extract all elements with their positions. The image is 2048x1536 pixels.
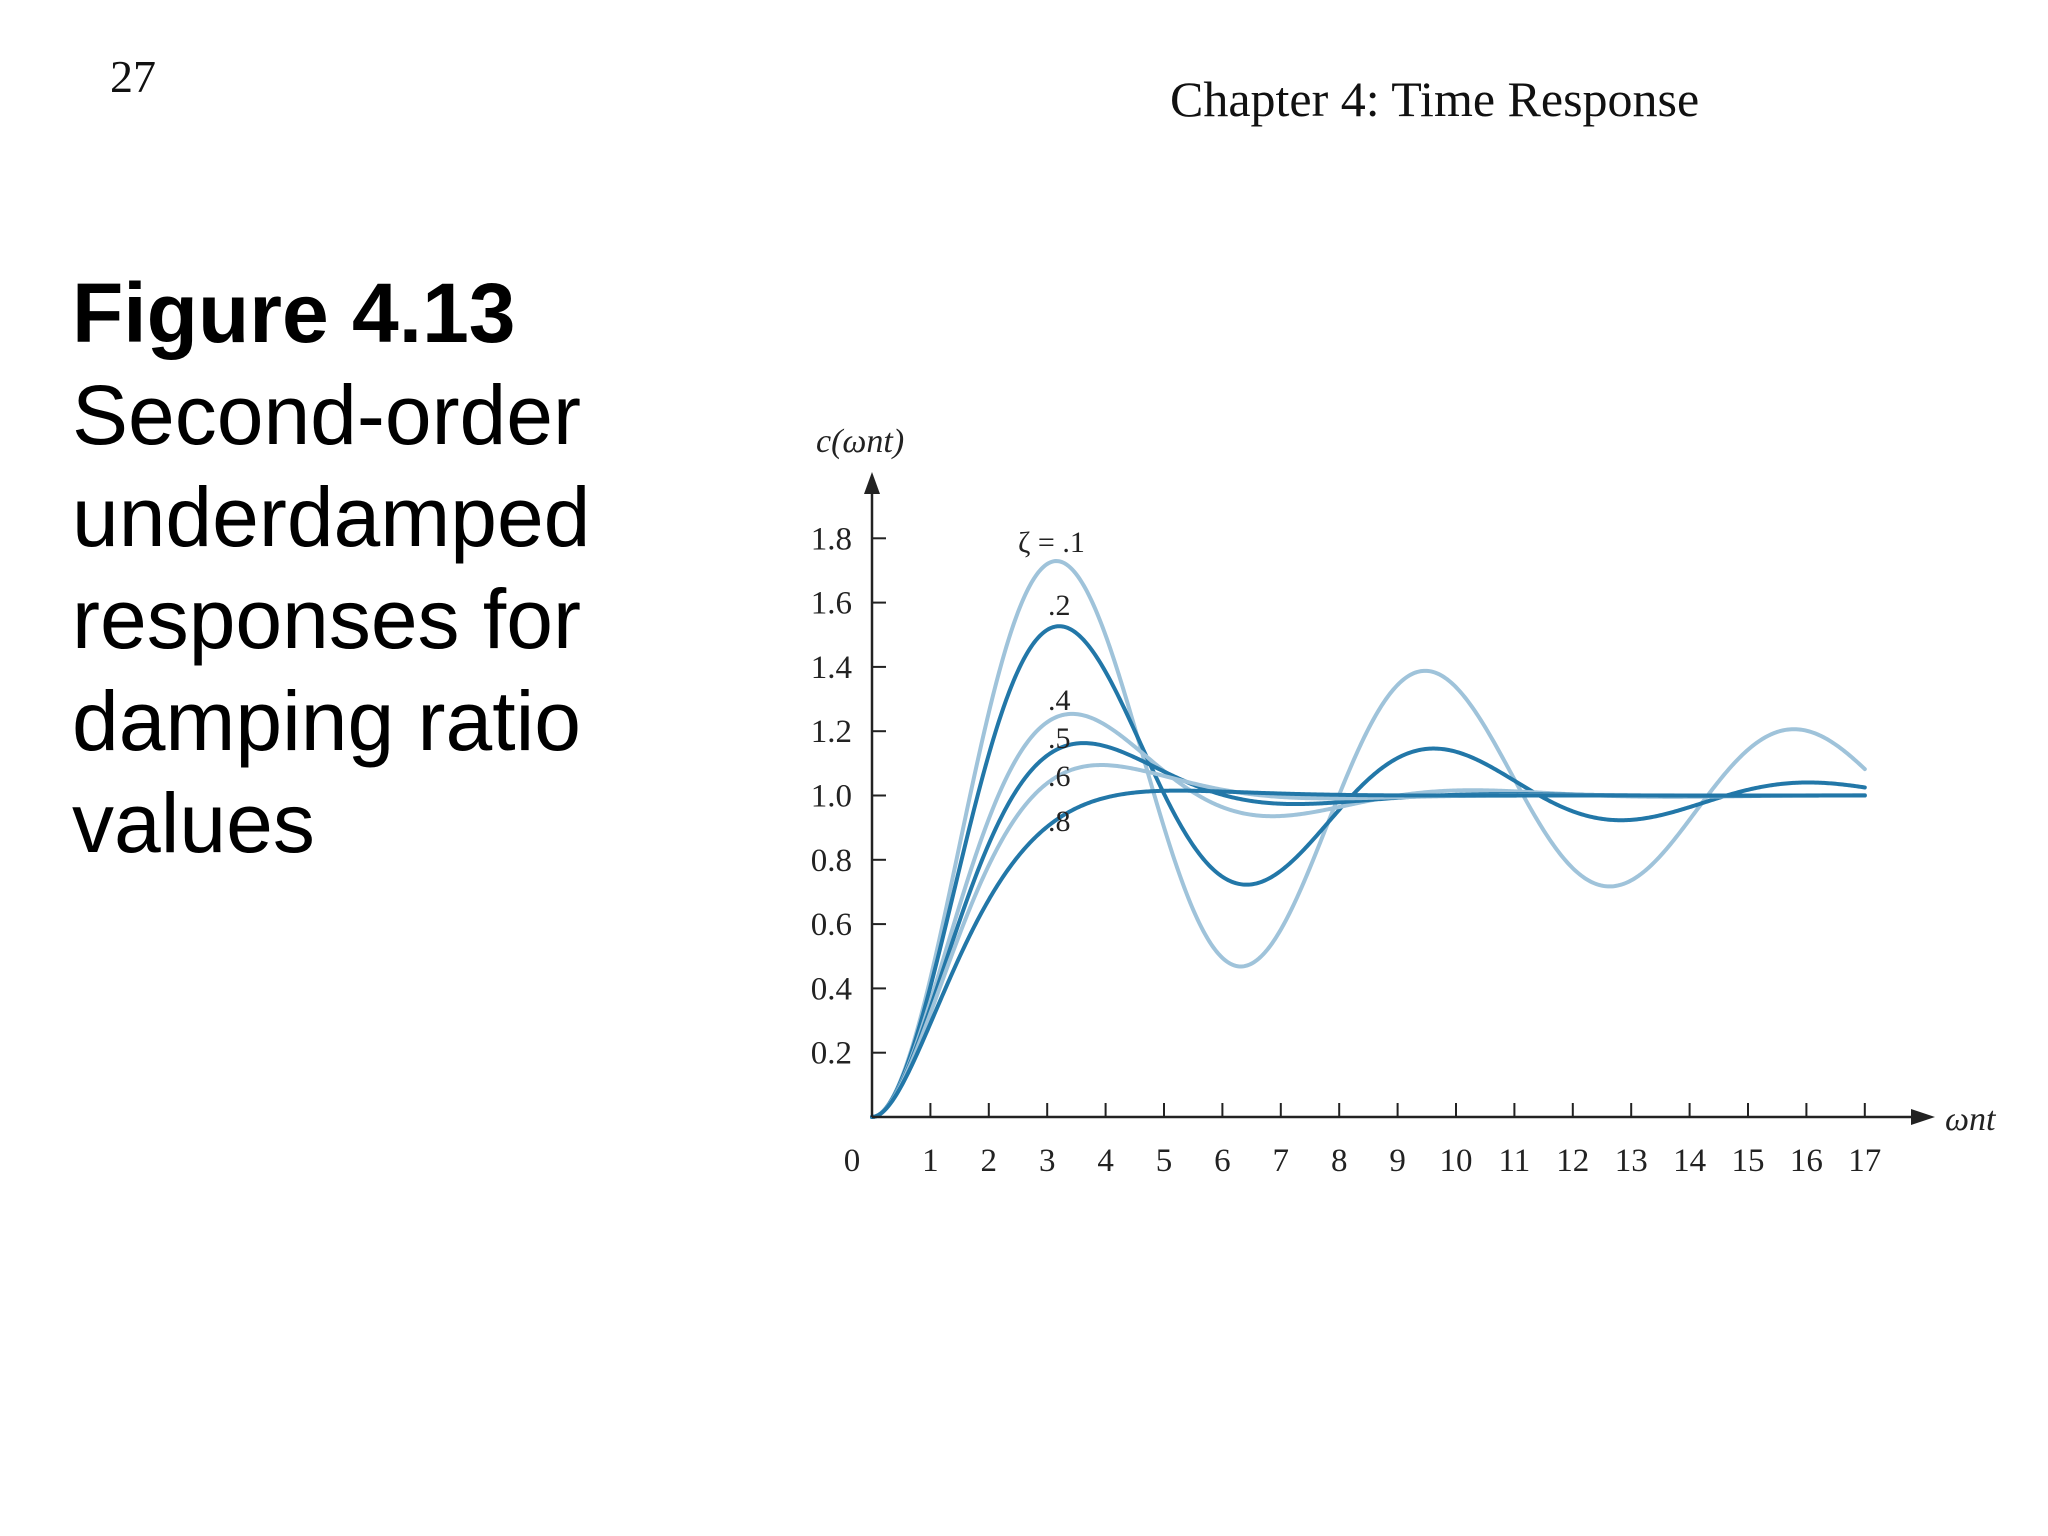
chapter-title: Chapter 4: Time Response	[1170, 71, 1700, 127]
series-label: .6	[1048, 760, 1071, 793]
y-tick-label: 0.2	[811, 1036, 852, 1072]
figure-caption: Figure 4.13 Second-order underdamped res…	[72, 262, 692, 874]
x-tick-label: 17	[1848, 1143, 1881, 1179]
series-label: .4	[1048, 684, 1071, 717]
x-tick-label: 4	[1097, 1143, 1114, 1179]
page-number: 27	[110, 51, 156, 102]
x-tick-label: 10	[1440, 1143, 1473, 1179]
x-tick-label: 5	[1156, 1143, 1173, 1179]
x-tick-label: 3	[1039, 1143, 1056, 1179]
series-label: .2	[1048, 589, 1071, 622]
labels-group: 0 1 2 3 4 5 6 7 8 9 10 11 12 13 14 15 16 170.20.40.60.81.…	[811, 423, 1997, 1179]
x-tick-label: 2	[981, 1143, 998, 1179]
x-tick-label: 11	[1499, 1143, 1531, 1179]
caption-line: responses for	[72, 572, 581, 666]
figure-number: Figure 4.13	[72, 266, 516, 360]
series-label: .5	[1048, 722, 1071, 755]
x-tick-label: 14	[1673, 1143, 1706, 1179]
y-tick-label: 1.4	[811, 650, 852, 686]
y-tick-label: 0.4	[811, 971, 852, 1007]
x-tick-label: 15	[1732, 1143, 1765, 1179]
caption-line: damping ratio	[72, 674, 581, 768]
x-tick-label: 16	[1790, 1143, 1823, 1179]
caption-line: underdamped	[72, 470, 591, 564]
y-axis-arrow	[864, 472, 880, 494]
y-tick-label: 0.8	[811, 843, 852, 879]
y-tick-label: 1.0	[811, 779, 852, 815]
x-tick-label: 9	[1389, 1143, 1406, 1179]
x-tick-label: 6	[1214, 1143, 1231, 1179]
series-label: ζ = .1	[1018, 526, 1085, 559]
series-line	[870, 788, 1867, 1119]
y-tick-label: 1.6	[811, 586, 852, 622]
x-tick-label: 13	[1615, 1143, 1648, 1179]
y-tick-label: 0.6	[811, 907, 852, 943]
y-axis-title: c(ωnt)	[816, 423, 904, 460]
y-tick-label: 1.2	[811, 714, 852, 750]
x-tick-label: 1	[922, 1143, 939, 1179]
curves-group	[870, 559, 1867, 1119]
x-axis-title: ωnt	[1945, 1101, 1997, 1138]
caption-line: Second-order	[72, 368, 581, 462]
axes-group	[864, 472, 1935, 1125]
series-line	[870, 763, 1867, 1119]
caption-line: values	[72, 776, 315, 870]
y-tick-label: 1.8	[811, 521, 852, 557]
x-tick-label: 8	[1331, 1143, 1348, 1179]
series-line	[870, 711, 1867, 1119]
x-tick-label: 0	[844, 1143, 861, 1179]
x-tick-label: 12	[1556, 1143, 1589, 1179]
x-tick-label: 7	[1273, 1143, 1290, 1179]
series-label: .8	[1048, 805, 1071, 838]
x-axis-arrow	[1911, 1109, 1935, 1125]
series-line	[870, 624, 1867, 1119]
series-line	[870, 559, 1867, 1119]
